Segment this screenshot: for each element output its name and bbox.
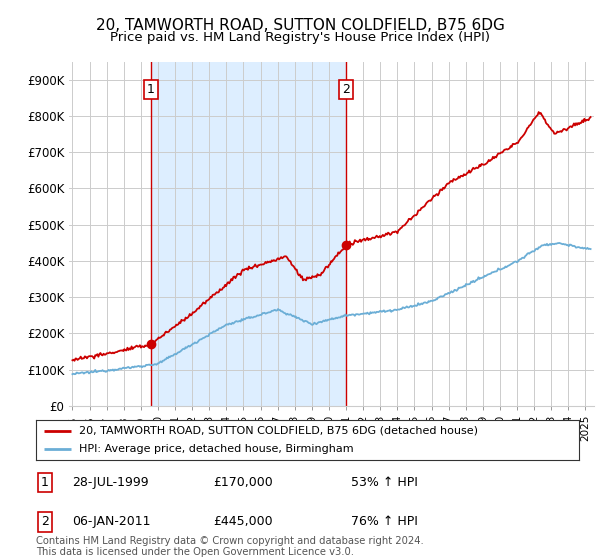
Text: 1: 1: [146, 83, 155, 96]
Text: £170,000: £170,000: [213, 476, 273, 489]
Text: 20, TAMWORTH ROAD, SUTTON COLDFIELD, B75 6DG: 20, TAMWORTH ROAD, SUTTON COLDFIELD, B75…: [95, 18, 505, 33]
Text: 28-JUL-1999: 28-JUL-1999: [72, 476, 149, 489]
Text: 20, TAMWORTH ROAD, SUTTON COLDFIELD, B75 6DG (detached house): 20, TAMWORTH ROAD, SUTTON COLDFIELD, B75…: [79, 426, 478, 436]
Text: HPI: Average price, detached house, Birmingham: HPI: Average price, detached house, Birm…: [79, 445, 354, 454]
Text: 1: 1: [41, 476, 49, 489]
Text: 2: 2: [343, 83, 350, 96]
Text: 76% ↑ HPI: 76% ↑ HPI: [351, 515, 418, 529]
Text: 06-JAN-2011: 06-JAN-2011: [72, 515, 151, 529]
Text: 2: 2: [41, 515, 49, 529]
Bar: [151, 62, 346, 406]
Text: Contains HM Land Registry data © Crown copyright and database right 2024.
This d: Contains HM Land Registry data © Crown c…: [36, 535, 424, 557]
Text: £445,000: £445,000: [213, 515, 272, 529]
Text: 53% ↑ HPI: 53% ↑ HPI: [351, 476, 418, 489]
Text: Price paid vs. HM Land Registry's House Price Index (HPI): Price paid vs. HM Land Registry's House …: [110, 31, 490, 44]
